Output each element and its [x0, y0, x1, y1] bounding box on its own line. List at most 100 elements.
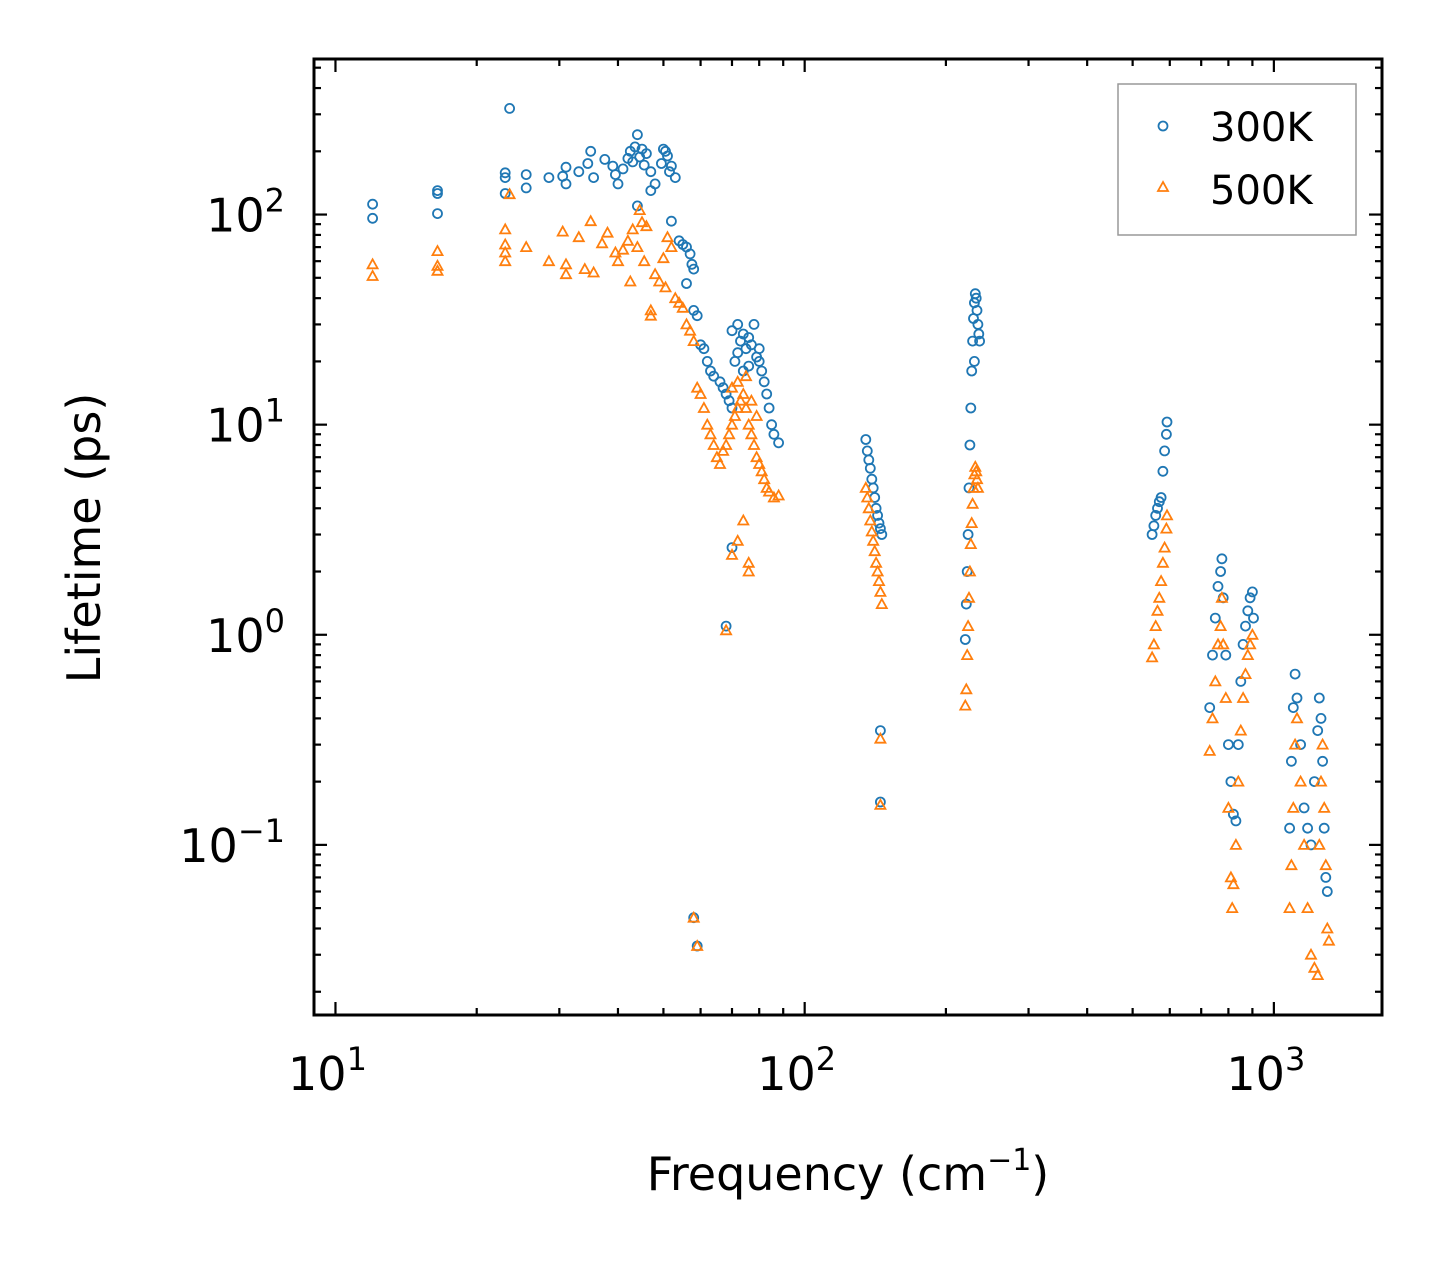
data-point-300k [1313, 692, 1325, 704]
data-point-500k [519, 240, 533, 253]
data-point-500k [750, 409, 764, 421]
data-point-300k [970, 292, 982, 304]
data-point-500k [587, 265, 601, 278]
data-point-500k [1225, 901, 1239, 913]
data-point-300k [726, 325, 738, 337]
data-point-500k [862, 501, 876, 514]
data-point-300k [1244, 592, 1256, 604]
y-tick-exp: 0 [265, 602, 285, 640]
data-point-500k [1304, 947, 1318, 960]
data-point-300k [768, 428, 780, 440]
data-point-500k [966, 496, 980, 509]
data-point-300k [1161, 428, 1172, 440]
data-point-300k [875, 796, 886, 808]
data-point-300k [656, 158, 667, 169]
data-point-500k [1149, 619, 1163, 631]
data-point-300k [1150, 510, 1162, 521]
data-point-500k [611, 254, 625, 267]
data-point-300k [1220, 649, 1232, 661]
data-point-300k [1209, 612, 1221, 624]
data-point-500k [752, 457, 766, 469]
data-point-500k [722, 427, 736, 440]
data-point-500k [873, 798, 887, 810]
data-point-500k [873, 731, 887, 744]
data-point-300k [499, 167, 511, 179]
data-point-300k [1207, 649, 1218, 661]
data-point-500k [679, 317, 694, 330]
data-point-300k [1320, 872, 1332, 883]
data-point-500k [676, 300, 690, 313]
data-point-500k [600, 225, 615, 238]
y-tick-label: 102 [206, 182, 285, 243]
data-point-500k [739, 401, 753, 413]
data-point-500k [644, 303, 658, 316]
data-point-500k [1224, 870, 1238, 883]
data-point-300k [499, 172, 511, 184]
data-point-500k [960, 648, 974, 660]
data-point-300k [1317, 755, 1328, 767]
data-point-300k [1247, 586, 1258, 598]
data-point-500k [672, 295, 686, 308]
data-point-300k [714, 376, 726, 388]
data-point-300k [1215, 566, 1226, 577]
data-point-500k [744, 427, 758, 440]
data-point-300k [1157, 465, 1169, 477]
data-point-500k [616, 242, 630, 255]
data-point-500k [968, 459, 982, 472]
data-point-300k [649, 178, 661, 190]
y-tick-label: 10−1 [179, 812, 285, 873]
data-point-300k [964, 439, 976, 451]
data-point-500k [623, 274, 637, 287]
data-point-300k [732, 318, 744, 330]
data-point-500k [707, 438, 721, 450]
data-point-300k [617, 163, 629, 175]
data-point-300k [632, 129, 643, 141]
data-point-300k [959, 634, 971, 645]
data-point-500k [742, 564, 756, 577]
data-point-300k [748, 318, 760, 330]
data-point-500k [710, 450, 724, 463]
data-point-500k [731, 401, 745, 413]
data-point-500k [664, 240, 678, 253]
data-point-500k [652, 274, 666, 287]
y-tick-base: 10 [206, 609, 265, 663]
data-point-500k [683, 323, 697, 336]
data-point-300k [726, 542, 738, 553]
data-point-500k [1290, 711, 1304, 724]
data-point-500k [1243, 637, 1257, 650]
data-point-300k [1284, 822, 1295, 834]
data-point-300k [1248, 612, 1259, 624]
data-point-500k [1226, 877, 1240, 890]
data-point-300k [875, 523, 886, 534]
data-point-500k [498, 222, 512, 235]
y-axis-title: Lifetime (ps) [57, 393, 111, 684]
data-point-300k [737, 328, 749, 340]
data-point-500k [1158, 540, 1172, 553]
data-point-500k [690, 380, 704, 393]
data-point-300k [1315, 713, 1327, 724]
data-point-300k [1240, 620, 1251, 632]
data-point-300k [698, 343, 710, 355]
plot-frame [312, 57, 1384, 1017]
data-point-500k [725, 417, 739, 430]
x-axis-title-main: Frequency (cm [647, 1147, 987, 1201]
data-point-500k [1229, 838, 1243, 850]
data-point-500k [719, 438, 733, 450]
data-point-300k [1228, 808, 1239, 820]
y-tick-label: 101 [206, 392, 285, 453]
x-axis-title-sup: −1 [987, 1143, 1031, 1178]
data-point-500k [713, 457, 727, 469]
data-point-300k [560, 161, 572, 173]
data-point-300k [864, 462, 876, 474]
data-point-300k [1232, 739, 1244, 750]
data-point-500k [772, 488, 786, 501]
data-point-300k [612, 178, 624, 190]
data-point-300k [588, 172, 599, 184]
data-point-300k [1321, 886, 1333, 897]
data-point-500k [733, 393, 748, 406]
x-tick-exp: 1 [347, 1040, 367, 1078]
data-point-300k [708, 370, 720, 382]
data-point-300k [638, 159, 650, 171]
data-point-300k [688, 263, 700, 275]
